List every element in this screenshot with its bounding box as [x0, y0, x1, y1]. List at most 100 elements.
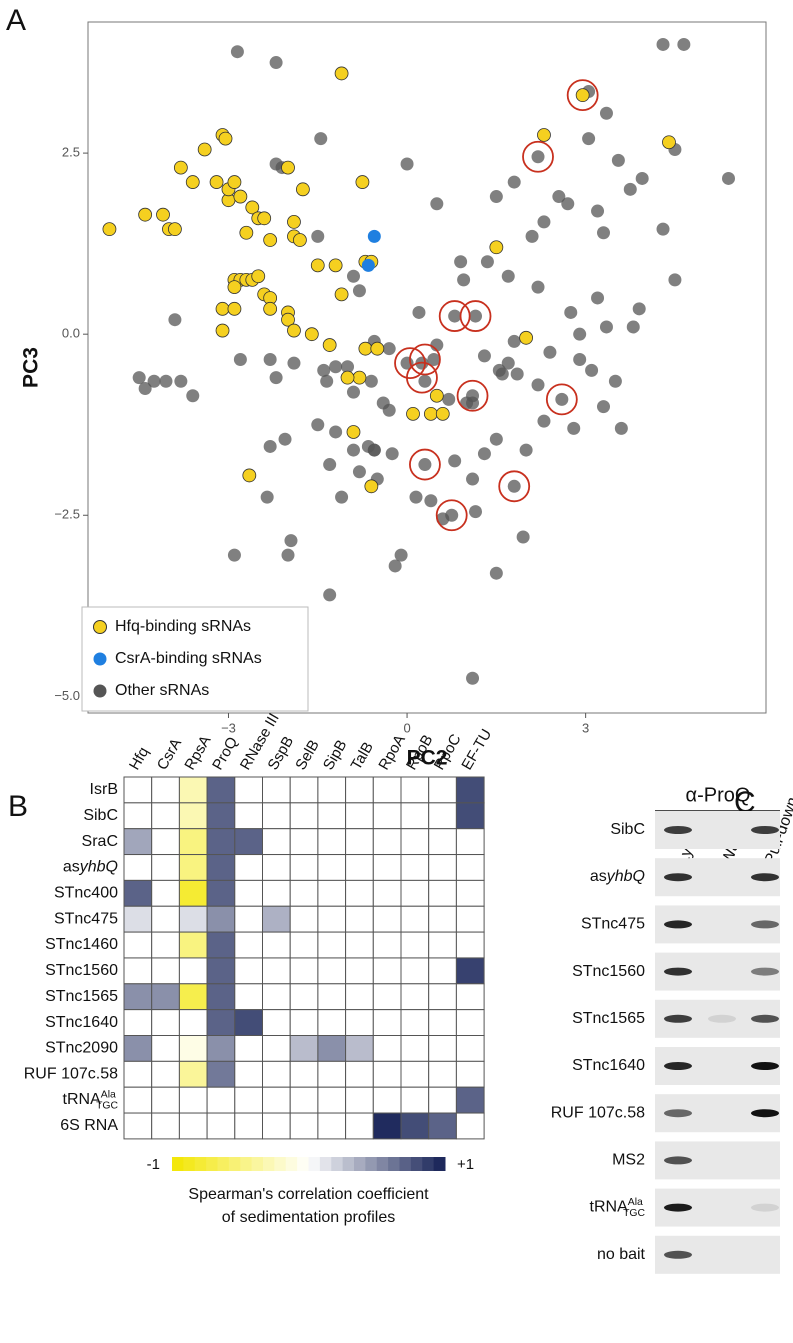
heat-cell	[372, 879, 402, 907]
band	[751, 1062, 779, 1070]
colorbar-step	[319, 1157, 332, 1171]
antibody-label: α-ProQ	[686, 784, 751, 806]
heat-cell	[178, 957, 208, 985]
band	[708, 1251, 736, 1259]
row-label-sup: Ala	[101, 1089, 116, 1100]
heat-cell	[289, 957, 319, 985]
heat-cell	[428, 957, 457, 985]
point	[531, 150, 545, 164]
heat-cell	[234, 1009, 264, 1037]
heat-cell	[400, 854, 430, 881]
colorbar-step	[354, 1157, 366, 1171]
point	[138, 207, 153, 222]
point	[346, 269, 360, 283]
heat-cell	[345, 776, 374, 804]
heat-cell	[151, 802, 180, 830]
point	[608, 374, 622, 388]
point	[448, 454, 462, 468]
point	[596, 226, 610, 240]
y-axis-title: PC3	[20, 347, 43, 388]
heat-cell	[178, 802, 208, 830]
heat-cell	[317, 802, 347, 830]
heat-cell	[345, 1112, 374, 1140]
point	[322, 338, 337, 352]
point	[138, 382, 152, 396]
point	[591, 291, 605, 305]
colorbar-step	[194, 1157, 207, 1171]
y-tick-label: 2.5	[62, 145, 80, 160]
heat-cell	[400, 776, 430, 804]
heat-cell	[206, 854, 236, 881]
heat-cell	[372, 931, 402, 959]
row-label: RUF 107c.58	[24, 1065, 118, 1082]
heat-cell	[428, 854, 457, 881]
colorbar-step	[240, 1157, 253, 1171]
legend-label: CsrA-binding sRNAs	[115, 650, 262, 667]
blot-row-label-part: as	[590, 868, 607, 885]
band	[664, 1014, 692, 1023]
column-label: ProQ	[209, 734, 241, 773]
heat-cell	[400, 1060, 430, 1088]
heat-cell	[262, 905, 291, 933]
heat-cell	[455, 1009, 485, 1037]
heat-cell	[428, 1009, 457, 1037]
point	[295, 182, 310, 197]
band	[708, 1062, 736, 1070]
point	[614, 421, 628, 435]
blot-row-label-italic: yhbQ	[606, 868, 645, 885]
point	[436, 512, 450, 526]
heat-cell	[123, 931, 153, 959]
heat-cell	[289, 1060, 319, 1088]
column-label: Hfq	[126, 744, 152, 773]
band	[664, 920, 692, 929]
heat-cell	[345, 854, 374, 881]
point	[721, 171, 735, 185]
colorbar-step	[399, 1157, 412, 1171]
heat-cell	[123, 776, 153, 804]
point	[168, 222, 182, 237]
heat-cell	[123, 828, 153, 856]
band	[664, 1250, 692, 1259]
heat-cell	[206, 1035, 236, 1062]
highlight-ring	[409, 448, 441, 481]
colorbar-step	[228, 1157, 241, 1171]
point	[427, 353, 441, 367]
heat-cell	[234, 983, 264, 1011]
blot-row-label: STnc1560	[572, 963, 645, 980]
heat-cell	[428, 983, 457, 1011]
heat-cell	[372, 802, 402, 830]
heat-cell	[400, 1112, 430, 1140]
point	[400, 157, 414, 171]
point	[626, 320, 640, 334]
heat-cell	[345, 828, 374, 856]
point	[132, 371, 146, 385]
point	[227, 301, 242, 316]
heat-cell	[151, 983, 180, 1011]
heat-cell	[455, 957, 485, 985]
point	[507, 175, 521, 189]
heat-cell	[178, 854, 208, 881]
point	[263, 353, 277, 367]
point	[418, 458, 432, 472]
band	[751, 920, 779, 929]
heat-cell	[234, 1060, 264, 1088]
heat-cell	[317, 1009, 347, 1037]
x-tick-label: −3	[221, 720, 236, 735]
row-label: 6S RNA	[60, 1117, 118, 1134]
point	[227, 548, 241, 562]
heat-cell	[400, 802, 430, 830]
heat-cell	[262, 983, 291, 1011]
heat-cell	[234, 957, 264, 985]
row-label: STnc1640	[45, 1014, 118, 1031]
heat-cell	[317, 879, 347, 907]
heat-cell	[262, 854, 291, 881]
heat-cell	[317, 828, 347, 856]
point	[501, 356, 515, 370]
point	[480, 255, 494, 269]
heat-cell	[151, 828, 180, 856]
heat-cell	[151, 1060, 180, 1088]
heat-cell	[206, 802, 236, 830]
point	[263, 439, 277, 453]
heat-cell	[234, 776, 264, 804]
heat-cell	[262, 828, 291, 856]
